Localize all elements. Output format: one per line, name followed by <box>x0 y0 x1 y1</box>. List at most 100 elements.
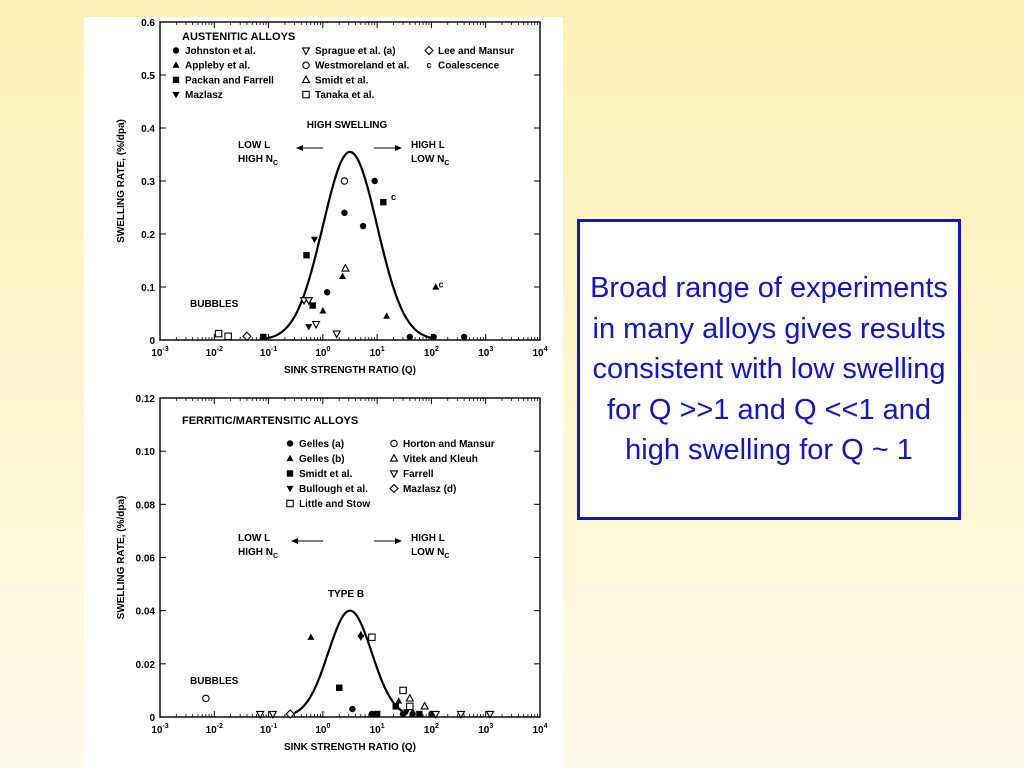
chart-bottom-x-tick-label: 101 <box>370 723 385 736</box>
chart-bottom-x-tick-label: 104 <box>532 723 547 736</box>
chart-top-x-tick-label: 10-2 <box>206 346 223 359</box>
chart-top-legend-marker <box>302 90 310 99</box>
chart-top-series <box>323 177 468 341</box>
chart-bottom-legend-marker <box>286 499 294 508</box>
chart-top-series <box>242 331 252 342</box>
chart-bottom-high-nc-label: HIGH NC <box>238 547 278 560</box>
swelling-charts: 10-3 10-2 10-1 100 101 102 103 104 0 0.1 0.2 0.3 0.4… <box>116 18 548 753</box>
chart-bottom-series <box>335 684 423 718</box>
chart-top-data-point <box>341 209 348 216</box>
chart-top-x-tick-label: 102 <box>424 346 439 359</box>
chart-bottom-high-l-label: HIGH L <box>411 533 445 544</box>
chart-top-legend-label: Tanaka et al. <box>315 90 375 101</box>
chart-bottom-legend-label: Gelles (b) <box>299 454 345 465</box>
chart-bottom-y-tick-label: 0.08 <box>136 500 156 511</box>
chart-top-data-point: c <box>391 192 396 202</box>
chart-top-y-axis-label: SWELLING RATE, (%/dpa) <box>116 119 127 243</box>
chart-top-series <box>299 297 342 339</box>
chart-top-data-point <box>371 177 378 185</box>
chart-top-arrow-left-head <box>296 145 303 151</box>
chart-bottom-x-axis-label: SINK STRENGTH RATIO (Q) <box>284 742 416 753</box>
chart-top-series <box>305 236 318 331</box>
chart-top-data-point <box>309 302 316 309</box>
chart-bottom-data-point <box>268 710 278 719</box>
chart-bottom-y-tick-label: 0.04 <box>136 607 156 618</box>
chart-bottom-x-tick-label: 10-1 <box>260 723 277 736</box>
chart-top-data-point <box>430 333 437 341</box>
chart-bottom-data-point <box>285 709 295 719</box>
chart-top-data-point <box>406 333 414 341</box>
chart-top-data-point <box>338 272 346 279</box>
chart-bottom-data-point <box>416 710 423 718</box>
chart-bottom-data-point <box>307 633 315 640</box>
chart-bottom-series <box>307 630 417 715</box>
chart-top-data-point <box>304 297 314 306</box>
chart-bottom-peak-annotation: TYPE B <box>328 589 364 600</box>
chart-bottom-data-point <box>368 633 376 641</box>
chart-bottom-data-point <box>368 710 376 718</box>
chart-bottom-x-tick-label: 102 <box>424 723 439 736</box>
chart-bottom-title: FERRITIC/MARTENSITIC ALLOYS <box>182 415 358 427</box>
chart-bottom-data-point <box>403 709 411 716</box>
chart-top-series <box>340 263 350 272</box>
chart-top-swelling-curve <box>263 150 432 340</box>
chart-bottom-y-axis-label: SWELLING RATE, (%/dpa) <box>116 496 127 620</box>
chart-top-legend-label: Appleby et al. <box>185 61 250 72</box>
chart-top-x-axis-label: SINK STRENGTH RATIO (Q) <box>284 365 416 376</box>
chart-bottom-series <box>368 633 414 711</box>
chart-top-legend-marker <box>424 45 434 56</box>
chart-top-legend-marker <box>301 74 311 84</box>
chart-bottom-legend-label: Horton and Mansur <box>403 439 495 450</box>
chart-top-legend-label: Lee and Mansur <box>438 46 514 57</box>
chart-bottom-data-point <box>420 701 430 710</box>
chart-top-x-tick-label: 104 <box>532 346 547 359</box>
chart-bottom-arrow-left-head <box>291 538 298 544</box>
chart-top-data-point <box>383 312 391 319</box>
chart-top-legend-label: Sprague et al. (a) <box>315 46 396 57</box>
chart-bottom-legend-label: Gelles (a) <box>299 439 344 450</box>
chart-top-y-tick-label: 0.4 <box>141 124 155 135</box>
chart-top-legend-marker <box>172 47 180 54</box>
chart-top-low-nc-label: LOW NC <box>411 154 449 167</box>
chart-bottom-data-point <box>392 703 399 710</box>
chart-top-x-tick-label: 101 <box>370 346 385 359</box>
chart-top-data-point <box>380 199 387 206</box>
chart-bottom-swelling-curve <box>293 609 404 714</box>
chart-top-data-point <box>460 333 468 341</box>
chart-bottom-low-nc-label: LOW NC <box>411 547 449 560</box>
chart-bottom-legend-marker <box>389 453 399 462</box>
chart-bottom-series <box>357 634 411 716</box>
chart-top-legend-label: Mazlasz <box>185 90 223 101</box>
chart-bottom-data-point <box>456 710 466 719</box>
chart-top-series <box>260 199 387 341</box>
chart-top-high-nc-label: HIGH NC <box>238 154 278 167</box>
chart-top-series <box>340 177 349 185</box>
chart-bottom-legend-marker <box>389 470 399 479</box>
chart-top-y-tick-label: 0.2 <box>141 230 155 241</box>
chart-bottom-x-tick-label: 100 <box>315 723 330 736</box>
chart-top-legend-marker <box>172 76 180 84</box>
chart-bottom-arrow-right-head <box>395 538 402 544</box>
chart-bottom-x-tick-label: 10-2 <box>206 723 223 736</box>
chart-bottom-series <box>285 709 295 719</box>
chart-bottom-legend-label: Vitek and Kleuh <box>403 454 478 465</box>
chart-bottom-legend-marker <box>286 485 294 493</box>
chart-top-legend-marker <box>302 61 310 69</box>
chart-top-data-point <box>359 222 367 230</box>
chart-bottom-data-point <box>349 705 356 713</box>
chart-bottom-data-point <box>399 686 407 695</box>
chart-bottom-y-tick-label: 0.10 <box>136 447 156 458</box>
chart-bottom-series <box>255 710 495 719</box>
chart-top-legend-label: Coalescence <box>438 61 500 72</box>
chart-bottom-legend-label: Little and Stow <box>299 499 370 510</box>
chart-top-series: cc <box>391 192 444 289</box>
chart-top-legend-marker: c <box>426 60 431 70</box>
chart-bottom-legend-marker <box>286 470 294 477</box>
chart-bottom-legend-marker <box>286 440 294 447</box>
chart-top-x-tick-label: 10-3 <box>151 346 168 359</box>
chart-bottom-legend-label: Farrell <box>403 469 434 480</box>
chart-bottom-data-point <box>373 710 381 718</box>
chart-bottom-data-point <box>406 702 414 711</box>
chart-bottom-y-tick-label: 0 <box>149 713 155 724</box>
chart-top-data-point <box>224 332 232 341</box>
